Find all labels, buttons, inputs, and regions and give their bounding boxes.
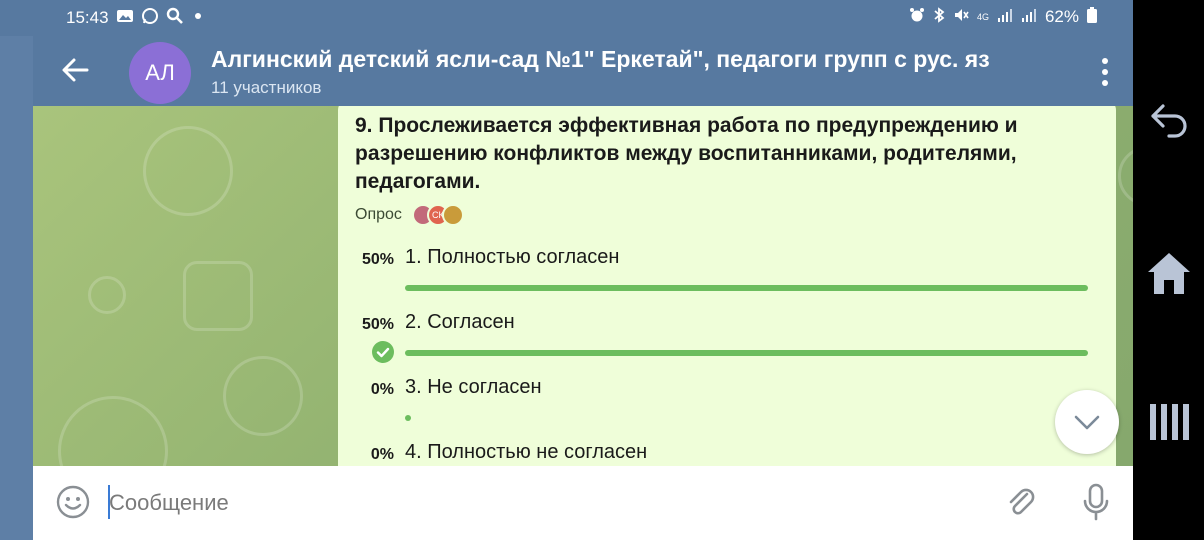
emoji-icon[interactable] xyxy=(55,484,91,520)
voter-avatar xyxy=(441,204,464,226)
system-home-icon[interactable] xyxy=(1145,250,1193,296)
microphone-icon[interactable] xyxy=(1079,482,1113,522)
poll-option-label: 4. Полностью не согласен xyxy=(405,441,648,463)
poll-option-bar xyxy=(405,285,1088,291)
paperclip-icon[interactable] xyxy=(1003,484,1039,520)
notification-dot-icon xyxy=(191,9,205,27)
background-doodle xyxy=(223,356,303,436)
poll-option-label: 1. Полностью согласен xyxy=(405,246,620,268)
poll-option-percent: 0% xyxy=(370,446,394,463)
status-time: 15:43 xyxy=(66,8,109,27)
status-left: 15:43 xyxy=(66,7,205,29)
network-type-label: 4G xyxy=(976,12,989,22)
chat-members-count: 11 участников xyxy=(211,78,322,97)
poll-option-percent: 50% xyxy=(361,251,394,268)
scroll-down-button[interactable] xyxy=(1055,390,1119,454)
message-input[interactable] xyxy=(109,486,969,520)
system-recents-icon[interactable] xyxy=(1147,402,1191,442)
chat-header: АЛ Алгинский детский ясли-сад №1" Еркета… xyxy=(33,36,1133,106)
poll-option-percent: 0% xyxy=(370,381,394,398)
battery-icon xyxy=(1087,7,1097,27)
gallery-notification-icon xyxy=(116,8,134,28)
background-doodle xyxy=(1118,146,1133,206)
chat-avatar[interactable]: АЛ xyxy=(129,42,191,104)
status-right: 4G 62% xyxy=(909,7,1097,27)
system-back-icon[interactable] xyxy=(1147,98,1191,142)
poll-option[interactable]: 0% 3. Не согласен xyxy=(338,368,1116,428)
poll-option[interactable]: 50% 1. Полностью согласен xyxy=(338,238,1116,298)
whatsapp-notification-icon xyxy=(141,7,159,29)
poll-option-bar xyxy=(405,350,1088,356)
background-doodle xyxy=(58,396,168,466)
poll-option[interactable]: 50% 2. Согласен xyxy=(338,303,1116,363)
poll-option-bar xyxy=(405,415,411,421)
selected-check-icon xyxy=(372,341,394,363)
phone-screen: 15:43 4G xyxy=(0,0,1133,540)
battery-percent: 62% xyxy=(1044,7,1079,26)
poll-option[interactable]: 0% 4. Полностью не согласен xyxy=(338,433,1116,466)
background-doodle xyxy=(143,126,233,216)
background-doodle xyxy=(88,276,126,314)
bluetooth-icon xyxy=(933,7,945,27)
poll-option-label: 2. Согласен xyxy=(405,311,515,333)
poll-meta: Опрос СК xyxy=(355,204,464,226)
more-menu-icon[interactable] xyxy=(1101,58,1109,86)
mute-icon xyxy=(953,7,969,27)
poll-type-label: Опрос xyxy=(355,206,402,223)
poll-question: 9. Прослеживается эффективная работа по … xyxy=(355,114,1018,193)
alarm-icon xyxy=(909,7,925,27)
chevron-down-icon xyxy=(1074,415,1100,430)
signal-icon xyxy=(997,8,1013,26)
poll-message-bubble: 9. Прослеживается эффективная работа по … xyxy=(338,106,1116,466)
background-doodle xyxy=(183,261,253,331)
poll-voters[interactable]: СК xyxy=(411,204,464,226)
system-nav-bar xyxy=(1133,0,1204,540)
chat-title[interactable]: Алгинский детский ясли-сад №1" Еркетай",… xyxy=(211,46,990,72)
signal-icon-2 xyxy=(1021,8,1037,26)
back-arrow-icon[interactable] xyxy=(57,52,93,88)
search-notification-icon xyxy=(166,7,184,29)
chat-background: 9. Прослеживается эффективная работа по … xyxy=(33,106,1133,466)
poll-option-label: 3. Не согласен xyxy=(405,376,542,398)
status-bar: 15:43 4G xyxy=(0,0,1133,36)
message-input-bar xyxy=(33,466,1133,540)
poll-option-percent: 50% xyxy=(361,316,394,333)
